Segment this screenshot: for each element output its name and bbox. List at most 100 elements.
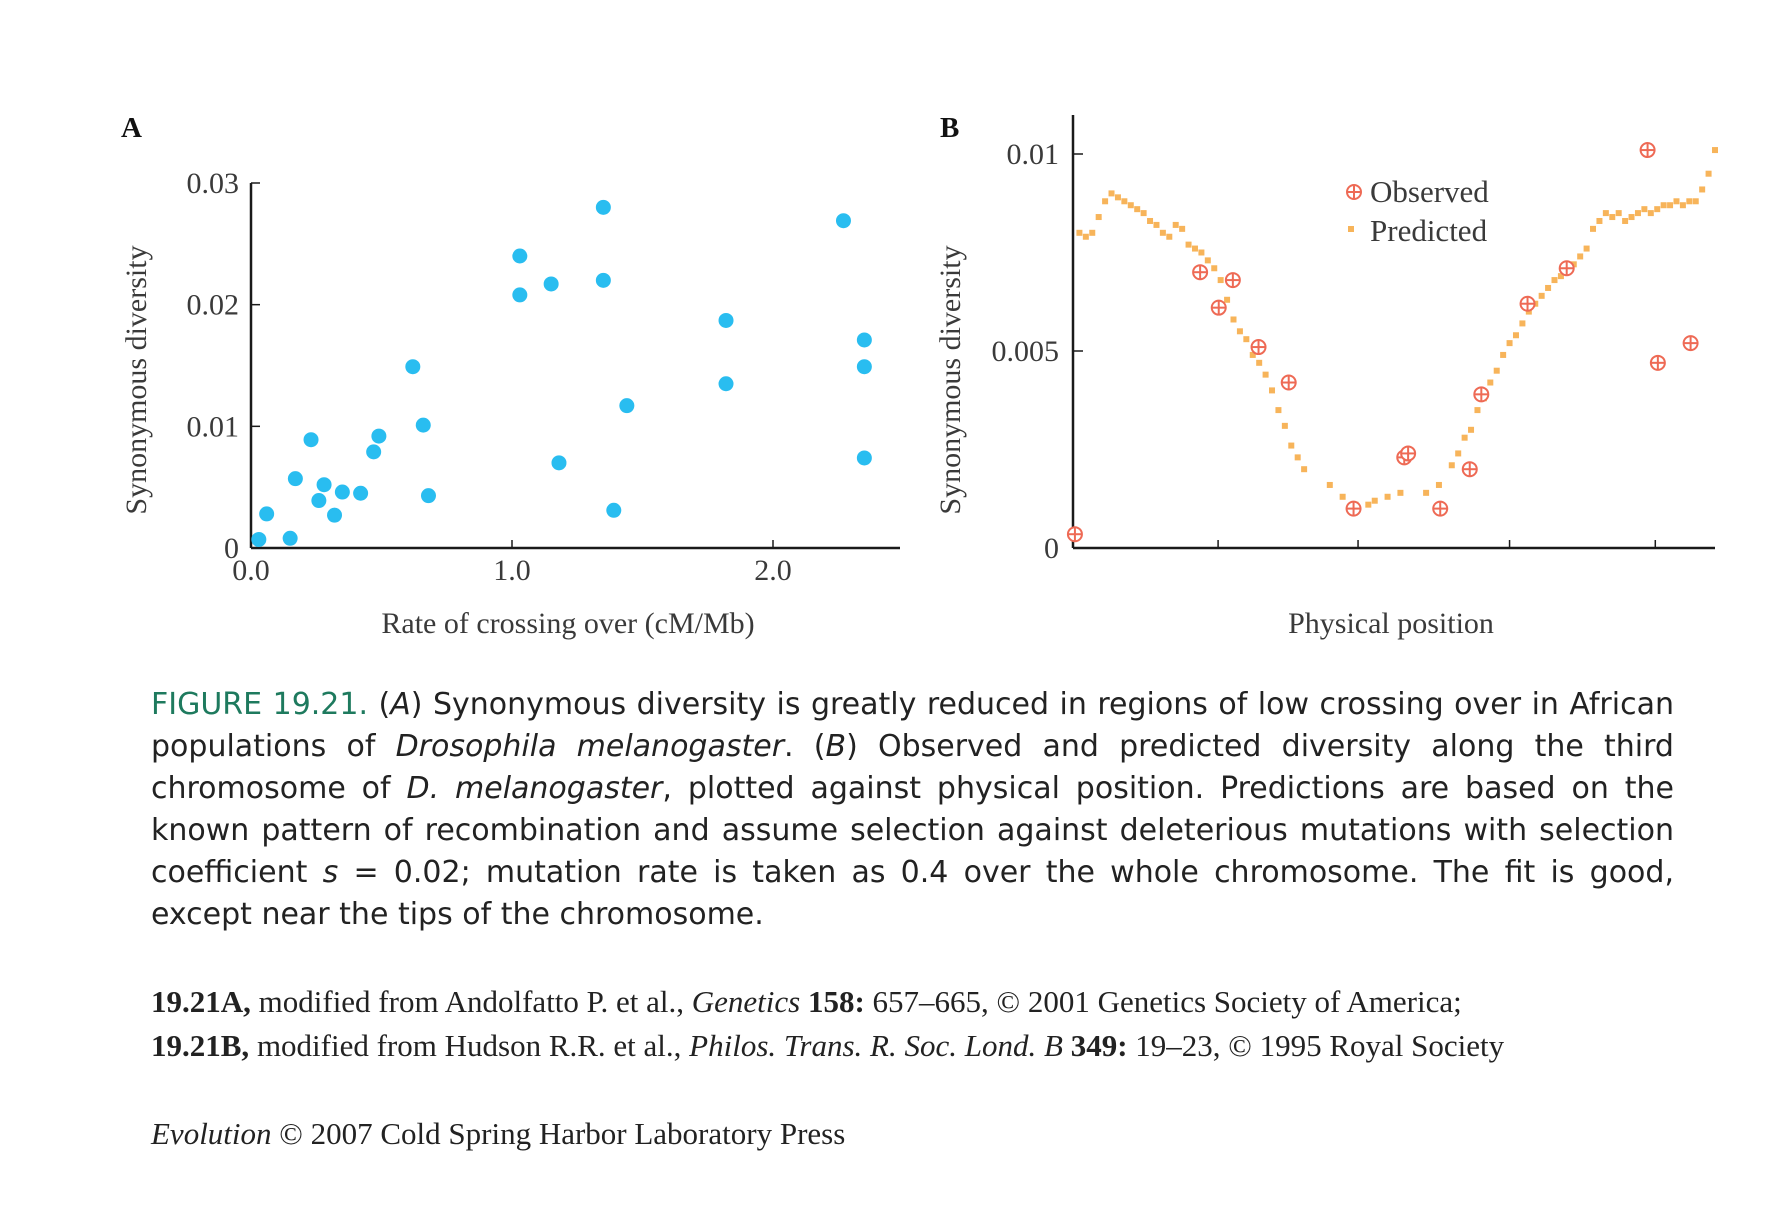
caption-symbol: s	[322, 855, 339, 890]
credit-volume: 158:	[800, 984, 865, 1019]
predicted-point	[1326, 481, 1333, 488]
predicted-point	[1705, 170, 1712, 177]
scatter-point	[415, 417, 431, 433]
panel-a-y-tick-label: 0	[224, 532, 239, 565]
scatter-point	[287, 471, 303, 487]
observed-point	[1224, 272, 1241, 289]
panel-b-xlabel: Physical position	[1288, 607, 1494, 640]
predicted-point	[1641, 206, 1648, 213]
observed-point	[1280, 374, 1297, 391]
scatter-point	[856, 332, 872, 348]
predicted-point	[1217, 277, 1224, 284]
predicted-point	[1224, 296, 1231, 303]
footer-book-title: Evolution	[151, 1116, 272, 1151]
scatter-point	[718, 312, 734, 328]
predicted-point	[1339, 493, 1346, 500]
caption-species: D. melanogaster	[406, 771, 663, 806]
predicted-point	[1114, 194, 1121, 201]
credit-text: 657–665, © 2001 Genetics Society of Amer…	[864, 984, 1462, 1019]
predicted-point	[1647, 210, 1654, 217]
predicted-point	[1147, 217, 1154, 224]
observed-point	[1473, 386, 1490, 403]
panel-a-x-tick-label: 2.0	[754, 554, 792, 587]
predicted-point	[1654, 206, 1661, 213]
predicted-point	[1236, 328, 1243, 335]
panel-b-letter: B	[940, 112, 959, 144]
scatter-point	[327, 507, 343, 523]
scatter-point	[259, 506, 275, 522]
predicted-point	[1468, 426, 1475, 433]
scatter-point	[551, 455, 567, 471]
figure-credits: 19.21A, modified from Andolfatto P. et a…	[151, 980, 1711, 1068]
predicted-point	[1712, 147, 1718, 154]
predicted-point	[1570, 261, 1577, 268]
scatter-point	[512, 248, 528, 264]
observed-point	[1066, 526, 1083, 543]
scatter-point	[606, 502, 622, 518]
credit-journal: Genetics	[691, 984, 801, 1019]
predicted-point	[1108, 190, 1115, 197]
panel-a-x-tick-label: 0.0	[232, 554, 270, 587]
credit-text: 19–23, © 1995 Royal Society	[1127, 1028, 1505, 1063]
predicted-point	[1159, 229, 1166, 236]
observed-point	[1649, 354, 1666, 371]
predicted-point	[1615, 210, 1622, 217]
scatter-point	[316, 477, 332, 493]
predicted-point	[1230, 316, 1237, 323]
predicted-point	[1545, 284, 1552, 291]
scatter-point	[856, 359, 872, 375]
legend-observed-marker	[1346, 184, 1362, 200]
predicted-point	[1487, 379, 1494, 386]
observed-point	[1639, 142, 1656, 159]
predicted-point	[1166, 233, 1173, 240]
predicted-point	[1191, 245, 1198, 252]
credit-line-b: 19.21B, modified from Hudson R.R. et al.…	[151, 1024, 1711, 1068]
scatter-point	[405, 359, 421, 375]
predicted-point	[1692, 198, 1699, 205]
predicted-point	[1609, 214, 1616, 221]
predicted-point	[1256, 359, 1263, 366]
predicted-point	[1211, 265, 1218, 272]
panel-a-letter: A	[121, 112, 142, 144]
panel-a-y-tick-label: 0.02	[187, 289, 240, 322]
caption-text: ) Observed and predicted diversity along…	[151, 729, 1674, 806]
observed-point	[1432, 500, 1449, 517]
scatter-point	[595, 272, 611, 288]
figure-caption: FIGURE 19.21. (A) Synonymous diversity i…	[151, 684, 1674, 936]
predicted-point	[1076, 229, 1083, 236]
predicted-point	[1551, 277, 1558, 284]
predicted-point	[1699, 186, 1706, 193]
caption-text: = 0.02; mutation rate is taken as 0.4 ov…	[151, 855, 1674, 932]
panel-a: A Synonymous diversity Rate of crossing …	[120, 112, 900, 640]
scatter-point	[282, 530, 298, 546]
panel-b-observed-points	[1066, 142, 1699, 543]
predicted-point	[1673, 198, 1680, 205]
panel-a-axes: 0.0 1.0 2.0 0 0.01 0.02 0.03	[187, 167, 900, 587]
scatter-point	[371, 428, 387, 444]
credit-journal: Philos. Trans. R. Soc. Lond. B	[689, 1028, 1063, 1063]
predicted-point	[1583, 245, 1590, 252]
scatter-point	[856, 450, 872, 466]
predicted-point	[1127, 202, 1134, 209]
predicted-point	[1602, 210, 1609, 217]
credit-label: 19.21B,	[151, 1028, 250, 1063]
observed-point	[1461, 461, 1478, 478]
caption-text: ) Synonymous diversity is greatly reduce…	[151, 687, 1674, 764]
predicted-point	[1448, 462, 1455, 469]
predicted-point	[1249, 351, 1256, 358]
predicted-point	[1204, 257, 1211, 264]
predicted-point	[1371, 497, 1378, 504]
credit-label: 19.21A,	[151, 984, 251, 1019]
predicted-point	[1089, 229, 1096, 236]
predicted-point	[1493, 367, 1500, 374]
panel-a-x-tick-label: 1.0	[493, 554, 531, 587]
legend-observed-label: Observed	[1370, 174, 1489, 209]
scatter-point	[251, 531, 267, 547]
predicted-point	[1634, 210, 1641, 217]
predicted-point	[1577, 253, 1584, 260]
predicted-point	[1397, 489, 1404, 496]
predicted-point	[1384, 493, 1391, 500]
scatter-point	[311, 493, 327, 509]
predicted-point	[1365, 501, 1372, 508]
predicted-point	[1301, 466, 1308, 473]
